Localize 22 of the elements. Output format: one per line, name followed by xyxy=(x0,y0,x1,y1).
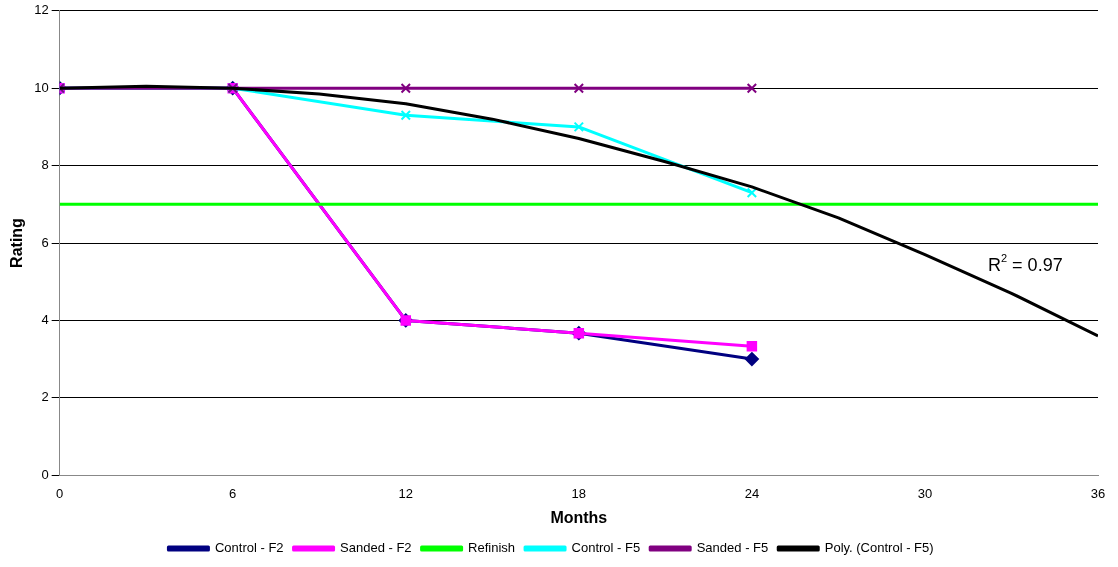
legend-label: Control - F5 xyxy=(571,540,641,556)
y-tick-label: 2 xyxy=(41,389,49,405)
legend-label: Sanded - F5 xyxy=(696,540,769,556)
y-tick-label: 0 xyxy=(41,466,49,482)
x-tick-label: 24 xyxy=(744,485,760,501)
y-tick-label: 4 xyxy=(41,311,49,327)
x-tick-label: 30 xyxy=(917,485,933,501)
x-tick-label: 18 xyxy=(571,485,587,501)
legend-label: Sanded - F2 xyxy=(340,540,412,556)
y-axis-title: Rating xyxy=(8,218,26,268)
legend-label: Poly. (Control - F5) xyxy=(824,540,934,556)
legend-label: Refinish xyxy=(468,540,516,556)
y-tick-label: 12 xyxy=(34,2,49,18)
y-tick-label: 6 xyxy=(41,234,49,250)
x-axis-title: Months xyxy=(550,508,608,526)
x-tick-label: 0 xyxy=(56,485,64,501)
x-tick-label: 36 xyxy=(1090,485,1106,501)
y-tick-label: 10 xyxy=(34,79,49,95)
x-tick-label: 12 xyxy=(398,485,414,501)
x-tick-label: 6 xyxy=(229,485,237,501)
legend-label: Control - F2 xyxy=(214,540,284,556)
y-tick-label: 8 xyxy=(41,157,49,173)
